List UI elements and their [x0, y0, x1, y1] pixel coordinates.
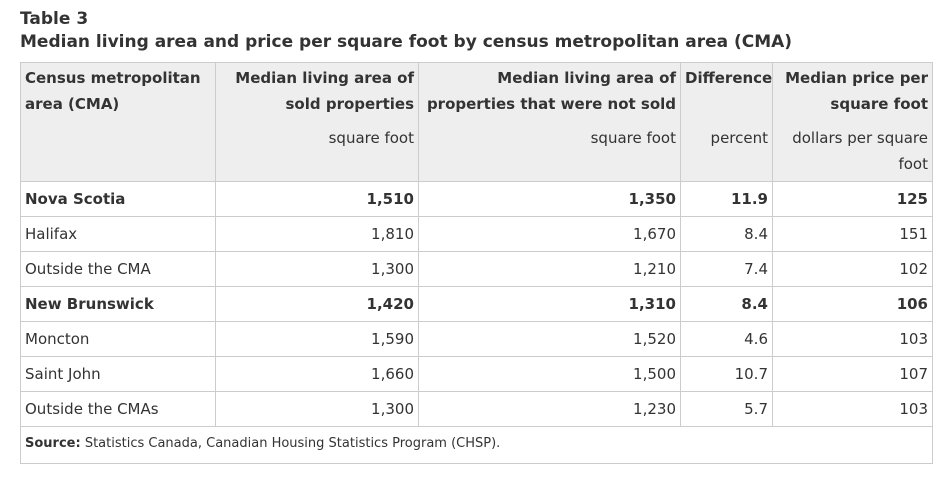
cell-not-sold: 1,230 — [418, 391, 681, 427]
cell-difference: 10.7 — [680, 356, 773, 392]
unit-difference: percent — [680, 121, 773, 182]
cell-difference: 8.4 — [680, 286, 773, 322]
cell-sold: 1,810 — [215, 216, 419, 252]
cell-sold: 1,300 — [215, 251, 419, 287]
table-row: Outside the CMA 1,300 1,210 7.4 102 — [20, 251, 933, 287]
cell-difference: 8.4 — [680, 216, 773, 252]
table-number: Table 3 — [20, 9, 89, 29]
column-header-not-sold: Median living area of properties that we… — [418, 62, 681, 121]
cell-area: Nova Scotia — [20, 181, 216, 217]
unit-not-sold: square foot — [418, 121, 681, 182]
unit-row: square foot square foot percent dollars … — [20, 121, 933, 182]
column-header-area: Census metropolitan area (CMA) — [20, 62, 216, 121]
cell-area: Outside the CMA — [20, 251, 216, 287]
cell-not-sold: 1,500 — [418, 356, 681, 392]
cell-not-sold: 1,310 — [418, 286, 681, 322]
source-text: Statistics Canada, Canadian Housing Stat… — [84, 436, 501, 451]
cell-price: 102 — [772, 251, 933, 287]
cell-area: Halifax — [20, 216, 216, 252]
unit-sold: square foot — [215, 121, 419, 182]
table-row: New Brunswick 1,420 1,310 8.4 106 — [20, 286, 933, 322]
column-header-difference: Difference — [680, 62, 773, 121]
cell-price: 106 — [772, 286, 933, 322]
source-label: Source: — [25, 436, 81, 451]
table-row: Nova Scotia 1,510 1,350 11.9 125 — [20, 181, 933, 217]
cell-area: Saint John — [20, 356, 216, 392]
unit-area — [20, 121, 216, 182]
cell-difference: 7.4 — [680, 251, 773, 287]
data-table: Census metropolitan area (CMA) Median li… — [20, 62, 933, 464]
cell-not-sold: 1,350 — [418, 181, 681, 217]
cell-price: 107 — [772, 356, 933, 392]
cell-area: Moncton — [20, 321, 216, 357]
table-container: Table 3 Median living area and price per… — [20, 8, 933, 464]
source-row: Source: Statistics Canada, Canadian Hous… — [20, 426, 933, 464]
cell-not-sold: 1,520 — [418, 321, 681, 357]
cell-difference: 11.9 — [680, 181, 773, 217]
table-body: Nova Scotia 1,510 1,350 11.9 125 Halifax 1,810… — [20, 181, 933, 427]
table-row: Saint John 1,660 1,500 10.7 107 — [20, 356, 933, 392]
cell-price: 103 — [772, 321, 933, 357]
cell-price: 125 — [772, 181, 933, 217]
cell-price: 103 — [772, 391, 933, 427]
source-note: Source: Statistics Canada, Canadian Hous… — [20, 426, 933, 464]
table-title: Median living area and price per square … — [20, 32, 793, 52]
table-row: Halifax 1,810 1,670 8.4 151 — [20, 216, 933, 252]
table-row: Outside the CMAs 1,300 1,230 5.7 103 — [20, 391, 933, 427]
cell-area: Outside the CMAs — [20, 391, 216, 427]
cell-sold: 1,420 — [215, 286, 419, 322]
cell-sold: 1,510 — [215, 181, 419, 217]
unit-price: dollars per square foot — [772, 121, 933, 182]
cell-not-sold: 1,210 — [418, 251, 681, 287]
cell-sold: 1,590 — [215, 321, 419, 357]
column-header-price: Median price per square foot — [772, 62, 933, 121]
cell-not-sold: 1,670 — [418, 216, 681, 252]
cell-price: 151 — [772, 216, 933, 252]
column-header-sold: Median living area of sold properties — [215, 62, 419, 121]
cell-sold: 1,660 — [215, 356, 419, 392]
cell-area: New Brunswick — [20, 286, 216, 322]
cell-difference: 5.7 — [680, 391, 773, 427]
cell-sold: 1,300 — [215, 391, 419, 427]
table-row: Moncton 1,590 1,520 4.6 103 — [20, 321, 933, 357]
cell-difference: 4.6 — [680, 321, 773, 357]
header-row: Census metropolitan area (CMA) Median li… — [20, 62, 933, 121]
